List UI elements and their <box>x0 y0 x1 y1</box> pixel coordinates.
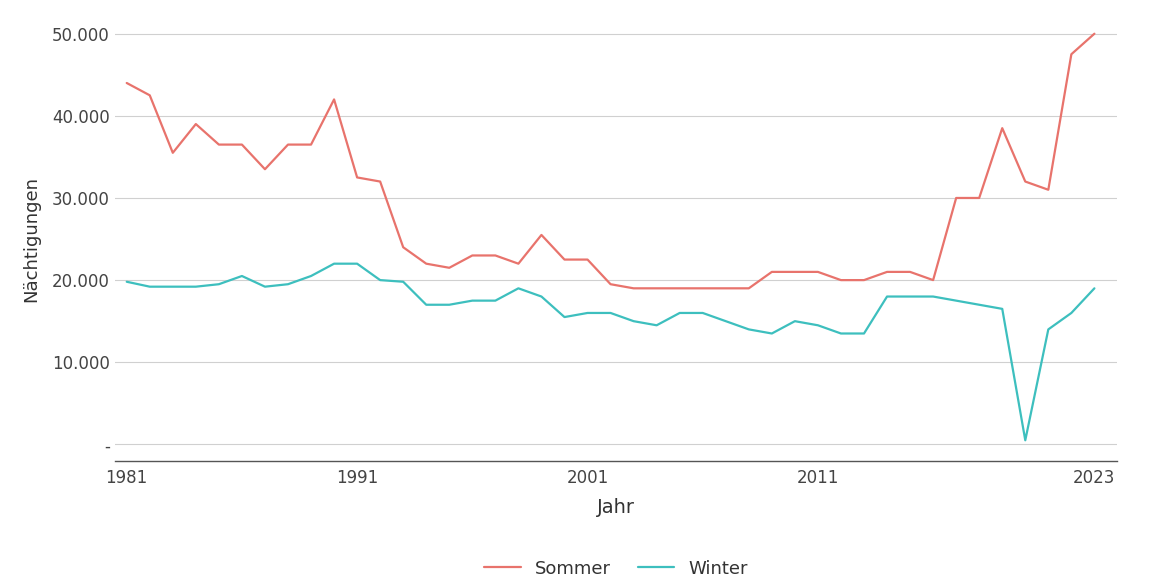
Winter <box>696 309 710 316</box>
Sommer <box>1041 186 1055 193</box>
Sommer <box>719 285 733 292</box>
Sommer <box>880 268 894 275</box>
Sommer <box>811 268 825 275</box>
Winter <box>811 322 825 329</box>
Winter <box>419 301 433 308</box>
Winter <box>903 293 917 300</box>
Sommer <box>742 285 756 292</box>
Sommer <box>143 92 157 98</box>
Sommer <box>258 166 272 173</box>
Winter <box>650 322 664 329</box>
Sommer <box>235 141 249 148</box>
Winter <box>304 272 318 279</box>
Winter <box>350 260 364 267</box>
Sommer <box>673 285 687 292</box>
Winter <box>212 281 226 287</box>
Sommer <box>281 141 295 148</box>
Sommer <box>765 268 779 275</box>
Winter <box>396 278 410 285</box>
Winter <box>442 301 456 308</box>
Sommer <box>972 195 986 202</box>
Sommer <box>419 260 433 267</box>
Sommer <box>926 276 940 283</box>
Winter <box>511 285 525 292</box>
Winter <box>373 276 387 283</box>
Sommer <box>650 285 664 292</box>
Winter <box>673 309 687 316</box>
Winter <box>742 326 756 333</box>
Winter <box>972 301 986 308</box>
Winter <box>857 330 871 337</box>
Winter <box>765 330 779 337</box>
Y-axis label: Nächtigungen: Nächtigungen <box>23 176 40 302</box>
Winter <box>258 283 272 290</box>
Winter <box>1087 285 1101 292</box>
Winter <box>1041 326 1055 333</box>
Winter <box>627 318 641 325</box>
Sommer <box>581 256 594 263</box>
Sommer <box>604 281 617 287</box>
Winter <box>604 309 617 316</box>
Sommer <box>1064 51 1078 58</box>
Sommer <box>834 276 848 283</box>
Winter <box>465 297 479 304</box>
Sommer <box>304 141 318 148</box>
Winter <box>558 313 571 320</box>
Winter <box>189 283 203 290</box>
Sommer <box>1087 31 1101 37</box>
Winter <box>995 305 1009 312</box>
Sommer <box>1018 178 1032 185</box>
Sommer <box>627 285 641 292</box>
Sommer <box>166 149 180 156</box>
Winter <box>281 281 295 287</box>
Winter <box>834 330 848 337</box>
Sommer <box>212 141 226 148</box>
Sommer <box>120 79 134 86</box>
Winter <box>327 260 341 267</box>
Winter <box>235 272 249 279</box>
Sommer <box>696 285 710 292</box>
Winter <box>488 297 502 304</box>
Sommer <box>535 232 548 238</box>
Line: Winter: Winter <box>127 264 1094 440</box>
Winter <box>926 293 940 300</box>
Sommer <box>396 244 410 251</box>
Winter <box>1064 309 1078 316</box>
Sommer <box>373 178 387 185</box>
Sommer <box>442 264 456 271</box>
Winter <box>143 283 157 290</box>
Winter <box>880 293 894 300</box>
Sommer <box>488 252 502 259</box>
Winter <box>719 318 733 325</box>
Sommer <box>949 195 963 202</box>
Winter <box>166 283 180 290</box>
Winter <box>535 293 548 300</box>
Sommer <box>189 120 203 127</box>
Sommer <box>327 96 341 103</box>
X-axis label: Jahr: Jahr <box>598 498 635 517</box>
Sommer <box>465 252 479 259</box>
Sommer <box>511 260 525 267</box>
Winter <box>581 309 594 316</box>
Sommer <box>558 256 571 263</box>
Sommer <box>350 174 364 181</box>
Winter <box>949 297 963 304</box>
Sommer <box>903 268 917 275</box>
Sommer <box>788 268 802 275</box>
Sommer <box>857 276 871 283</box>
Legend: Sommer, Winter: Sommer, Winter <box>477 552 756 576</box>
Sommer <box>995 125 1009 132</box>
Line: Sommer: Sommer <box>127 34 1094 289</box>
Winter <box>788 318 802 325</box>
Winter <box>120 278 134 285</box>
Winter <box>1018 437 1032 444</box>
